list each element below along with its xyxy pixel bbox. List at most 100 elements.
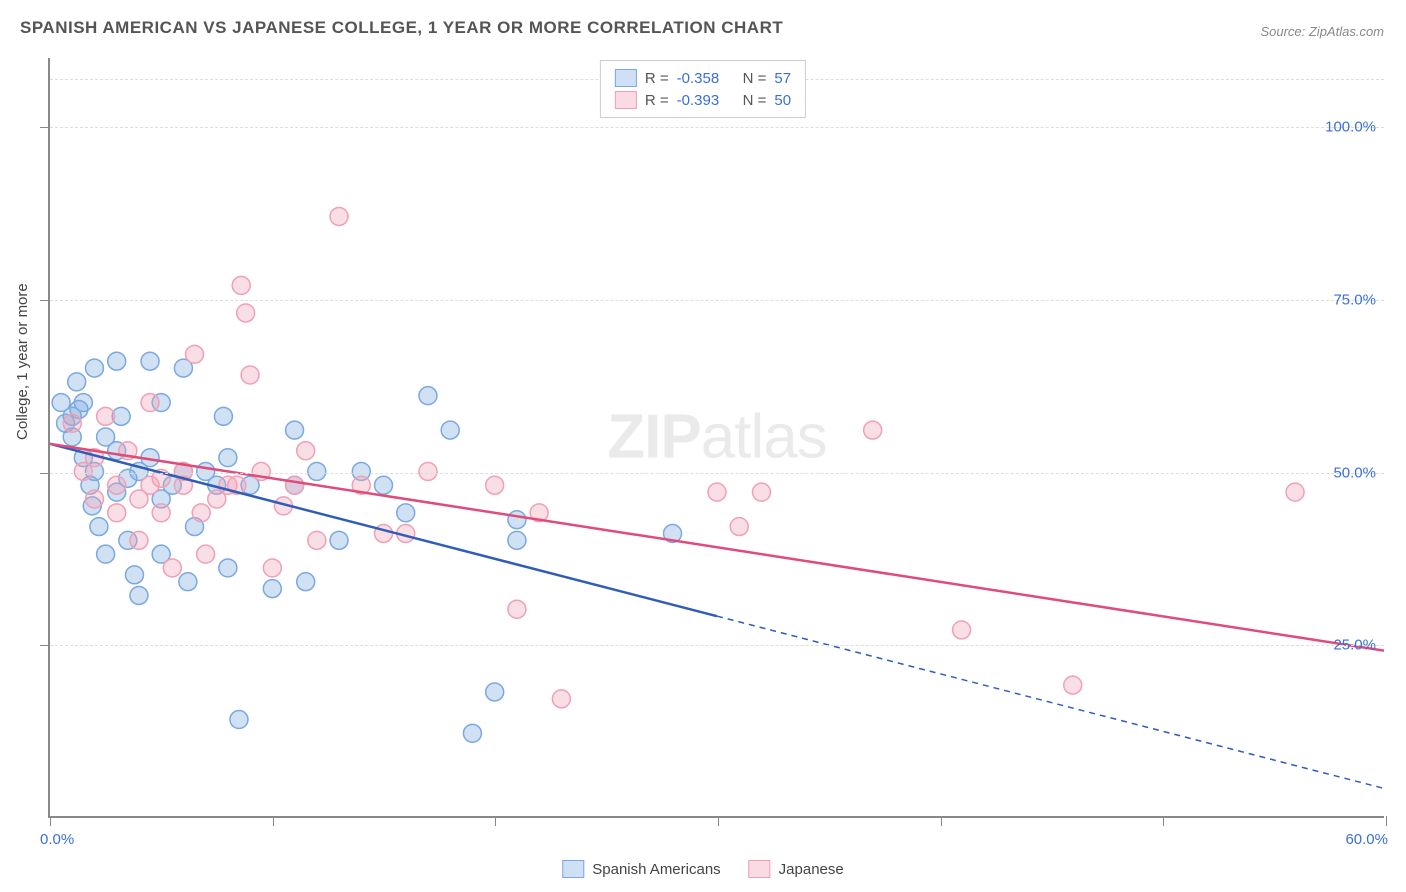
chart-title: SPANISH AMERICAN VS JAPANESE COLLEGE, 1 … — [20, 18, 783, 38]
n-label: N = — [743, 70, 767, 87]
scatter-point — [186, 345, 204, 363]
scatter-point — [708, 483, 726, 501]
trend-line — [50, 444, 717, 616]
stats-legend-row: R = -0.358 N = 57 — [615, 67, 791, 89]
scatter-point — [297, 442, 315, 460]
series-legend-item: Spanish Americans — [562, 860, 720, 878]
scatter-point — [214, 407, 232, 425]
scatter-point — [552, 690, 570, 708]
stats-legend-row: R = -0.393 N = 50 — [615, 89, 791, 111]
r-value: -0.393 — [677, 92, 735, 109]
scatter-point — [97, 545, 115, 563]
scatter-plot-svg — [50, 58, 1384, 816]
scatter-point — [463, 724, 481, 742]
scatter-point — [419, 387, 437, 405]
x-tick — [941, 816, 942, 826]
r-label: R = — [645, 70, 669, 87]
scatter-point — [192, 504, 210, 522]
scatter-point — [74, 394, 92, 412]
scatter-point — [953, 621, 971, 639]
scatter-point — [141, 352, 159, 370]
scatter-point — [108, 476, 126, 494]
series-legend-label: Japanese — [779, 861, 844, 878]
x-axis-label-max: 60.0% — [1345, 831, 1388, 848]
scatter-point — [286, 421, 304, 439]
r-value: -0.358 — [677, 70, 735, 87]
scatter-point — [308, 462, 326, 480]
y-tick — [40, 645, 50, 646]
x-tick — [718, 816, 719, 826]
scatter-point — [85, 490, 103, 508]
legend-swatch — [615, 91, 637, 109]
scatter-point — [864, 421, 882, 439]
x-tick — [1386, 816, 1387, 826]
scatter-point — [508, 531, 526, 549]
scatter-point — [286, 476, 304, 494]
scatter-point — [752, 483, 770, 501]
n-label: N = — [743, 92, 767, 109]
scatter-point — [219, 559, 237, 577]
y-tick — [40, 300, 50, 301]
scatter-point — [90, 518, 108, 536]
n-value: 50 — [774, 92, 791, 109]
scatter-point — [68, 373, 86, 391]
scatter-point — [179, 573, 197, 591]
scatter-point — [308, 531, 326, 549]
scatter-point — [197, 545, 215, 563]
scatter-point — [508, 600, 526, 618]
r-label: R = — [645, 92, 669, 109]
trend-line-extrapolated — [717, 616, 1384, 788]
scatter-point — [130, 587, 148, 605]
scatter-point — [263, 559, 281, 577]
scatter-point — [85, 359, 103, 377]
scatter-point — [263, 580, 281, 598]
scatter-point — [108, 504, 126, 522]
scatter-point — [163, 559, 181, 577]
scatter-point — [141, 394, 159, 412]
scatter-point — [441, 421, 459, 439]
scatter-point — [241, 366, 259, 384]
series-legend: Spanish Americans Japanese — [562, 860, 843, 878]
scatter-point — [297, 573, 315, 591]
y-axis-label: 50.0% — [1333, 464, 1376, 481]
scatter-point — [63, 414, 81, 432]
gridline — [50, 300, 1384, 301]
series-legend-label: Spanish Americans — [592, 861, 720, 878]
x-axis-label-min: 0.0% — [40, 831, 74, 848]
scatter-point — [126, 566, 144, 584]
scatter-point — [97, 407, 115, 425]
legend-swatch — [749, 860, 771, 878]
x-tick — [1163, 816, 1164, 826]
plot-area: ZIPatlas 25.0%50.0%75.0%100.0% — [48, 58, 1384, 818]
scatter-point — [375, 476, 393, 494]
scatter-point — [508, 511, 526, 529]
y-axis-label: 75.0% — [1333, 291, 1376, 308]
series-legend-item: Japanese — [749, 860, 844, 878]
scatter-point — [108, 352, 126, 370]
legend-swatch — [562, 860, 584, 878]
scatter-point — [730, 518, 748, 536]
scatter-point — [1286, 483, 1304, 501]
scatter-point — [397, 504, 415, 522]
x-tick — [495, 816, 496, 826]
gridline — [50, 473, 1384, 474]
gridline — [50, 645, 1384, 646]
scatter-point — [232, 276, 250, 294]
y-axis-label: 25.0% — [1333, 637, 1376, 654]
y-axis-label: 100.0% — [1325, 119, 1376, 136]
scatter-point — [237, 304, 255, 322]
source-attribution: Source: ZipAtlas.com — [1260, 24, 1384, 39]
x-tick — [273, 816, 274, 826]
scatter-point — [486, 476, 504, 494]
scatter-point — [419, 462, 437, 480]
legend-swatch — [615, 69, 637, 87]
y-tick — [40, 127, 50, 128]
gridline — [50, 127, 1384, 128]
scatter-point — [230, 711, 248, 729]
n-value: 57 — [774, 70, 791, 87]
scatter-point — [330, 208, 348, 226]
trend-line — [50, 444, 1384, 651]
y-axis-title: College, 1 year or more — [14, 283, 31, 440]
scatter-point — [152, 504, 170, 522]
scatter-point — [130, 531, 148, 549]
